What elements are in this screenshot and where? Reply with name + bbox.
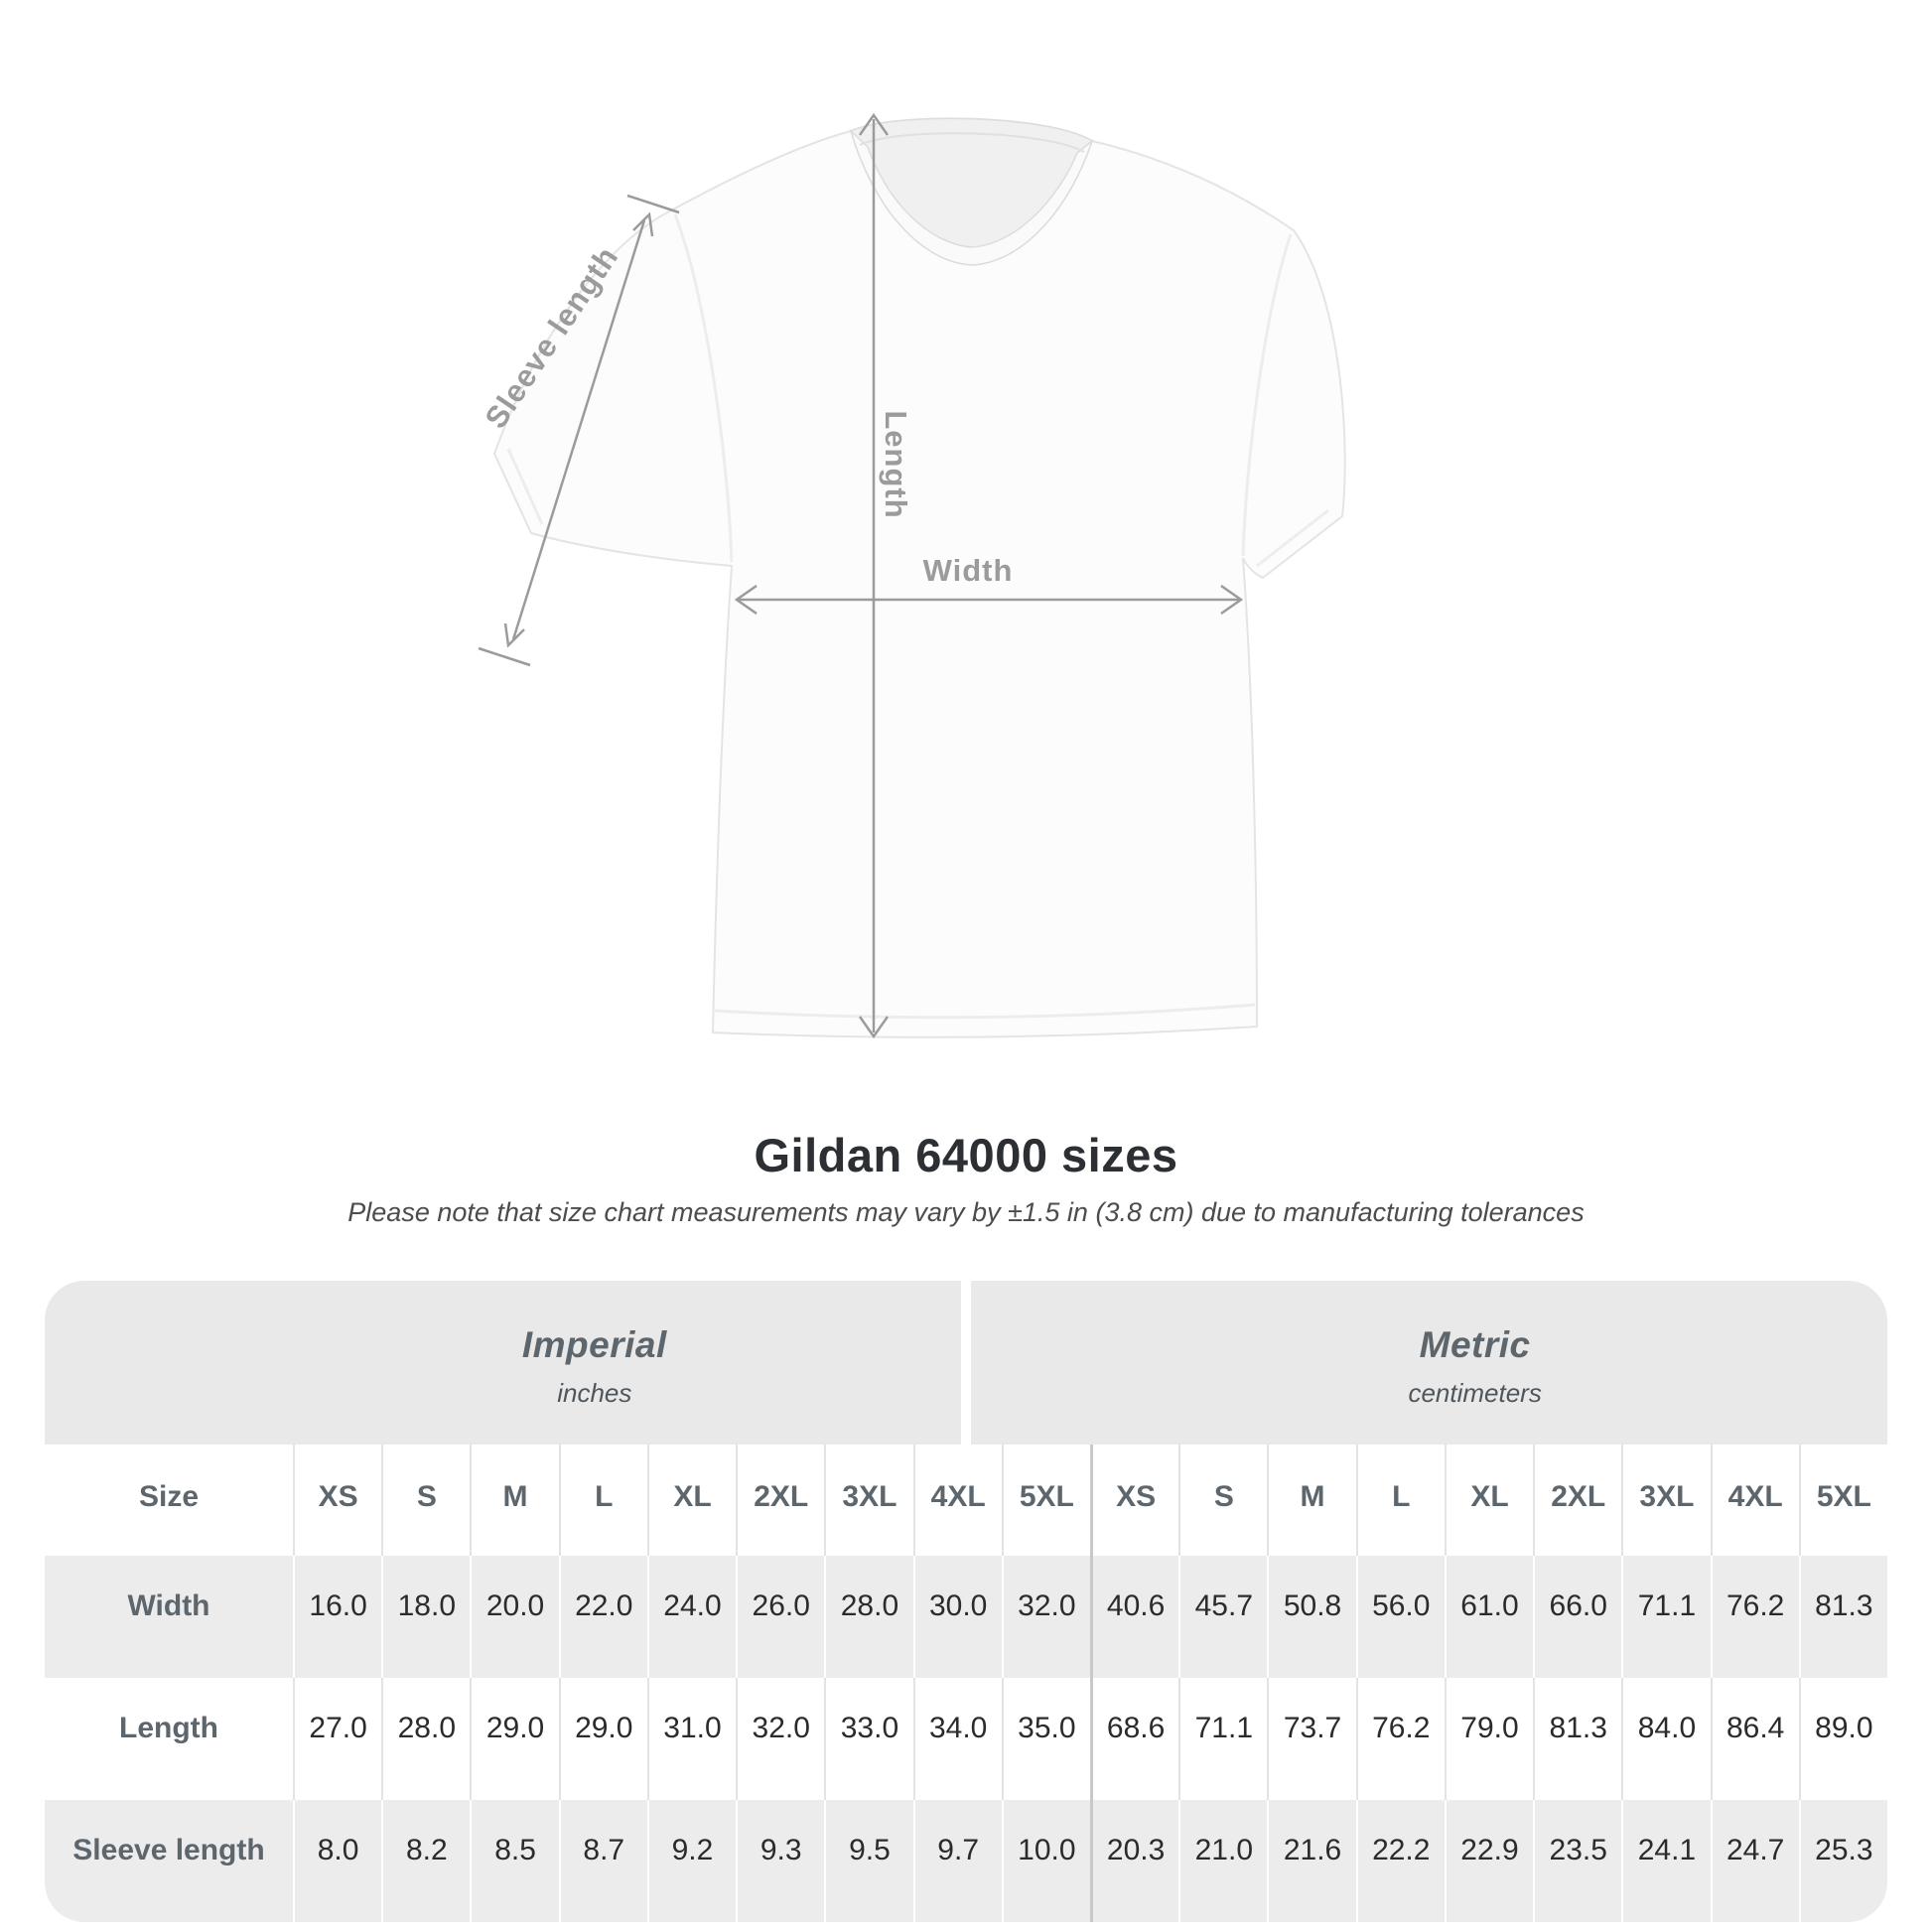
value-cell: 81.3 bbox=[1533, 1678, 1621, 1800]
page-title: Gildan 64000 sizes bbox=[754, 1129, 1178, 1181]
value-cell: 89.0 bbox=[1798, 1678, 1887, 1800]
size-column-header: Size bbox=[138, 1480, 200, 1513]
value-cell: 23.5 bbox=[1533, 1800, 1621, 1922]
size-col-header: 4XL bbox=[912, 1445, 1002, 1556]
value-cell: 86.4 bbox=[1710, 1678, 1799, 1800]
width-label: Width bbox=[923, 553, 1014, 588]
size-col-header: M bbox=[1267, 1445, 1355, 1556]
value-cell: 29.0 bbox=[558, 1678, 647, 1800]
value-cell: 33.0 bbox=[824, 1678, 912, 1800]
size-table: Imperial inches Metric centimeters Size X… bbox=[45, 1281, 1887, 1922]
size-col-header: XL bbox=[646, 1445, 736, 1556]
size-col-header: M bbox=[470, 1445, 558, 1556]
value-cell: 79.0 bbox=[1444, 1678, 1533, 1800]
value-cell: 50.8 bbox=[1267, 1556, 1355, 1678]
metric-label: Metric bbox=[1419, 1323, 1531, 1365]
value-cell: 8.2 bbox=[381, 1800, 470, 1922]
value-cell: 56.0 bbox=[1355, 1556, 1445, 1678]
value-cell: 26.0 bbox=[736, 1556, 824, 1678]
length-label: Length bbox=[879, 410, 913, 518]
size-col-header: L bbox=[558, 1445, 647, 1556]
width-arrow: Width bbox=[734, 553, 1244, 616]
value-cell: 22.0 bbox=[558, 1556, 647, 1678]
value-cell: 18.0 bbox=[381, 1556, 470, 1678]
value-cell: 24.7 bbox=[1710, 1800, 1799, 1922]
value-cell: 71.1 bbox=[1178, 1678, 1267, 1800]
imperial-panel: Imperial inches bbox=[45, 1281, 961, 1445]
value-cell: 9.2 bbox=[646, 1800, 736, 1922]
value-cell: 25.3 bbox=[1798, 1800, 1887, 1922]
value-cell: 71.1 bbox=[1621, 1556, 1710, 1678]
value-cell: 76.2 bbox=[1710, 1556, 1799, 1678]
value-cell: 32.0 bbox=[736, 1678, 824, 1800]
value-cell: 8.7 bbox=[558, 1800, 647, 1922]
value-cell: 9.7 bbox=[912, 1800, 1002, 1922]
value-cell: 22.9 bbox=[1444, 1800, 1533, 1922]
table-row: Width 16.0 18.0 20.0 22.0 24.0 26.0 28.0 30.0 32.… bbox=[45, 1556, 1887, 1678]
size-col-header: 4XL bbox=[1710, 1445, 1799, 1556]
value-cell: 8.5 bbox=[470, 1800, 558, 1922]
tshirt-graphic bbox=[492, 117, 1346, 1038]
size-col-header: 2XL bbox=[736, 1445, 824, 1556]
value-cell: 22.2 bbox=[1355, 1800, 1445, 1922]
value-cell: 31.0 bbox=[646, 1678, 736, 1800]
value-cell: 76.2 bbox=[1355, 1678, 1445, 1800]
value-cell: 45.7 bbox=[1178, 1556, 1267, 1678]
value-cell: 9.5 bbox=[824, 1800, 912, 1922]
metric-panel: Metric centimeters bbox=[971, 1281, 1887, 1445]
value-cell: 28.0 bbox=[824, 1556, 912, 1678]
row-label: Width bbox=[127, 1588, 210, 1622]
value-cell: 32.0 bbox=[1001, 1556, 1090, 1678]
value-cell: 40.6 bbox=[1089, 1556, 1178, 1678]
value-cell: 73.7 bbox=[1267, 1678, 1355, 1800]
row-label: Length bbox=[119, 1711, 218, 1744]
size-col-header: 3XL bbox=[1621, 1445, 1710, 1556]
value-cell: 10.0 bbox=[1001, 1800, 1090, 1922]
value-cell: 27.0 bbox=[293, 1678, 381, 1800]
size-header-row: Size XS S M L XL 2XL 3XL 4XL 5XL XS S M L XL 2XL 3XL 4XL 5… bbox=[45, 1445, 1887, 1556]
size-col-header: L bbox=[1355, 1445, 1445, 1556]
table-row: Length 27.0 28.0 29.0 29.0 31.0 32.0 33.0 34.0 35… bbox=[45, 1678, 1887, 1800]
tshirt-diagram: Length Width Sleeve length bbox=[479, 112, 1346, 1039]
unit-band: Imperial inches Metric centimeters bbox=[45, 1281, 1887, 1445]
value-cell: 28.0 bbox=[381, 1678, 470, 1800]
value-cell: 35.0 bbox=[1001, 1678, 1090, 1800]
value-cell: 24.1 bbox=[1621, 1800, 1710, 1922]
size-col-header: 3XL bbox=[824, 1445, 912, 1556]
size-col-header: 5XL bbox=[1798, 1445, 1887, 1556]
value-cell: 68.6 bbox=[1089, 1678, 1178, 1800]
length-arrow: Length bbox=[858, 112, 913, 1039]
value-cell: 20.0 bbox=[470, 1556, 558, 1678]
table-row: Sleeve length 8.0 8.2 8.5 8.7 9.2 9.3 9.5 9.7 10.… bbox=[45, 1800, 1887, 1922]
size-col-header: S bbox=[381, 1445, 470, 1556]
value-cell: 34.0 bbox=[912, 1678, 1002, 1800]
size-col-header: 2XL bbox=[1533, 1445, 1621, 1556]
value-cell: 21.0 bbox=[1178, 1800, 1267, 1922]
value-cell: 20.3 bbox=[1089, 1800, 1178, 1922]
metric-unit: centimeters bbox=[1408, 1377, 1542, 1408]
value-cell: 16.0 bbox=[293, 1556, 381, 1678]
value-cell: 29.0 bbox=[470, 1678, 558, 1800]
value-cell: 24.0 bbox=[646, 1556, 736, 1678]
imperial-label: Imperial bbox=[521, 1323, 667, 1365]
value-cell: 21.6 bbox=[1267, 1800, 1355, 1922]
size-col-header: XS bbox=[1089, 1445, 1178, 1556]
tolerance-note: Please note that size chart measurements… bbox=[347, 1197, 1585, 1227]
size-col-header: XL bbox=[1444, 1445, 1533, 1556]
value-cell: 81.3 bbox=[1798, 1556, 1887, 1678]
value-cell: 8.0 bbox=[293, 1800, 381, 1922]
size-table-grid: Size XS S M L XL 2XL 3XL 4XL 5XL XS S M L XL 2XL 3XL 4XL 5… bbox=[45, 1445, 1887, 1922]
value-cell: 30.0 bbox=[912, 1556, 1002, 1678]
size-col-header: S bbox=[1178, 1445, 1267, 1556]
value-cell: 61.0 bbox=[1444, 1556, 1533, 1678]
imperial-unit: inches bbox=[557, 1377, 632, 1408]
value-cell: 84.0 bbox=[1621, 1678, 1710, 1800]
row-label: Sleeve length bbox=[72, 1833, 265, 1866]
size-col-header: XS bbox=[293, 1445, 381, 1556]
size-col-header: 5XL bbox=[1001, 1445, 1090, 1556]
value-cell: 66.0 bbox=[1533, 1556, 1621, 1678]
value-cell: 9.3 bbox=[736, 1800, 824, 1922]
